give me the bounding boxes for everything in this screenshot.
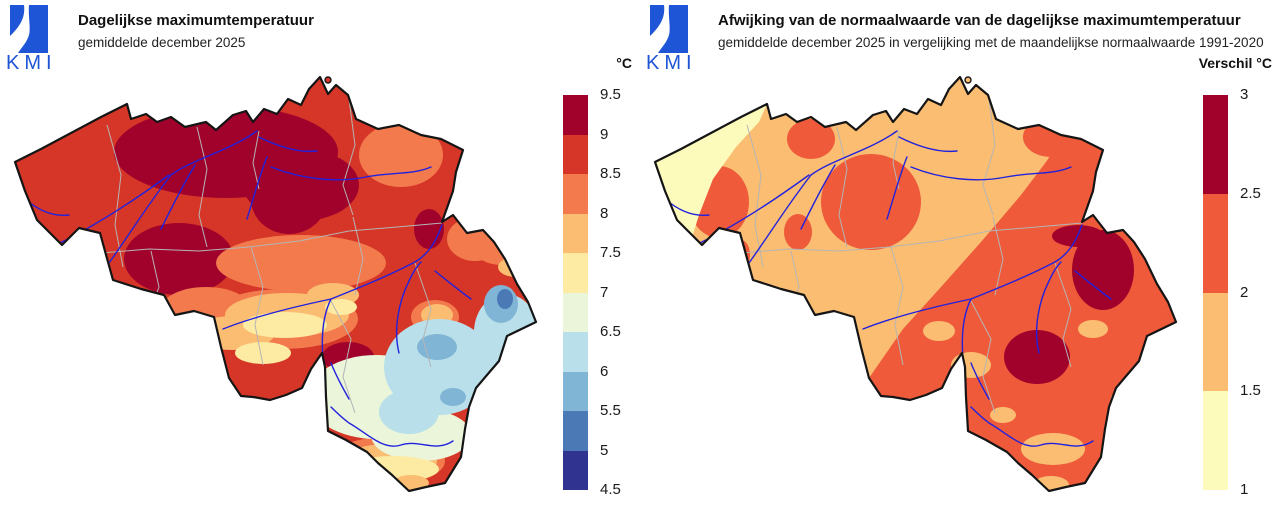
- map-title-anomaly: Afwijking van de normaalwaarde van de da…: [718, 12, 1241, 29]
- baarle-hertog-exclave: [324, 76, 332, 84]
- colorbar-segment: [563, 371, 588, 411]
- colorbar-anomaly: [1203, 95, 1228, 490]
- colorbar-segment: [1203, 391, 1228, 490]
- colorbar-tick-label: 8.5: [600, 165, 621, 182]
- province-borders: [100, 98, 443, 414]
- colorbar-segment: [563, 332, 588, 372]
- colorbar-tick-label: 5.5: [600, 402, 621, 419]
- colorbar-segment: [563, 134, 588, 174]
- kmi-logo-icon: [10, 5, 48, 53]
- colorbar-tick-label: 1: [1240, 481, 1249, 498]
- colorbar-segment: [1203, 193, 1228, 293]
- colorbar-tick-label: 8: [600, 204, 609, 222]
- kmi-logo-text: KMI: [646, 52, 697, 74]
- colorbar-tick-label: 3: [1240, 86, 1249, 103]
- kmi-logo-text: KMI: [6, 52, 57, 74]
- panel-anomaly: KMI Afwijking van de normaalwaarde van d…: [640, 0, 1280, 507]
- colorbar-tick-label: 2: [1240, 283, 1249, 301]
- colorbar-segment: [563, 95, 588, 135]
- colorbar-tick-label: 9: [600, 125, 609, 143]
- colorbar-segment: [563, 253, 588, 293]
- belgium-map-anomaly: [653, 75, 1178, 493]
- colorbar-tick-label: 9.5: [600, 86, 621, 103]
- country-border: [13, 75, 538, 493]
- baarle-hertog-exclave: [964, 76, 972, 84]
- map-title-temperature: Dagelijkse maximumtemperatuur: [78, 12, 314, 29]
- colorbar-tick-label: 6: [600, 362, 609, 380]
- colorbar-tick-label: 7: [600, 283, 609, 301]
- belgium-map-temperature: [13, 75, 538, 493]
- country-border: [653, 75, 1178, 493]
- colorbar-tick-label: 4.5: [600, 481, 621, 498]
- kmi-logo-icon: [650, 5, 688, 53]
- anomaly-fill-regions: [655, 77, 1176, 491]
- temperature-fill-regions: [15, 77, 536, 491]
- colorbar-segment: [563, 450, 588, 490]
- colorbar-ticks-anomaly: 3 2.5 2 1.5 1: [1240, 86, 1278, 498]
- colorbar-tick-label: 6.5: [600, 323, 621, 340]
- colorbar-segment: [563, 213, 588, 253]
- colorbar-tick-label: 2.5: [1240, 184, 1261, 202]
- legend-title-temperature: °C: [616, 55, 632, 71]
- colorbar-segment: [563, 292, 588, 332]
- colorbar-segment: [1203, 95, 1228, 194]
- colorbar-ticks-temperature: 9.5 9 8.5 8 7.5 7 6.5 6 5.5 5 4.5: [600, 86, 638, 498]
- colorbar-tick-label: 5: [600, 441, 609, 459]
- colorbar-tick-label: 1.5: [1240, 382, 1261, 400]
- colorbar-segment: [563, 174, 588, 214]
- colorbar-segment: [1203, 292, 1228, 392]
- map-subtitle-anomaly: gemiddelde december 2025 in vergelijking…: [718, 35, 1264, 50]
- map-subtitle-temperature: gemiddelde december 2025: [78, 35, 246, 50]
- panel-temperature: KMI Dagelijkse maximumtemperatuur gemidd…: [6, 5, 638, 498]
- colorbar-temperature: [563, 95, 588, 490]
- legend-title-anomaly: Verschil °C: [1198, 55, 1272, 71]
- colorbar-segment: [563, 411, 588, 451]
- colorbar-tick-label: 7.5: [600, 244, 621, 261]
